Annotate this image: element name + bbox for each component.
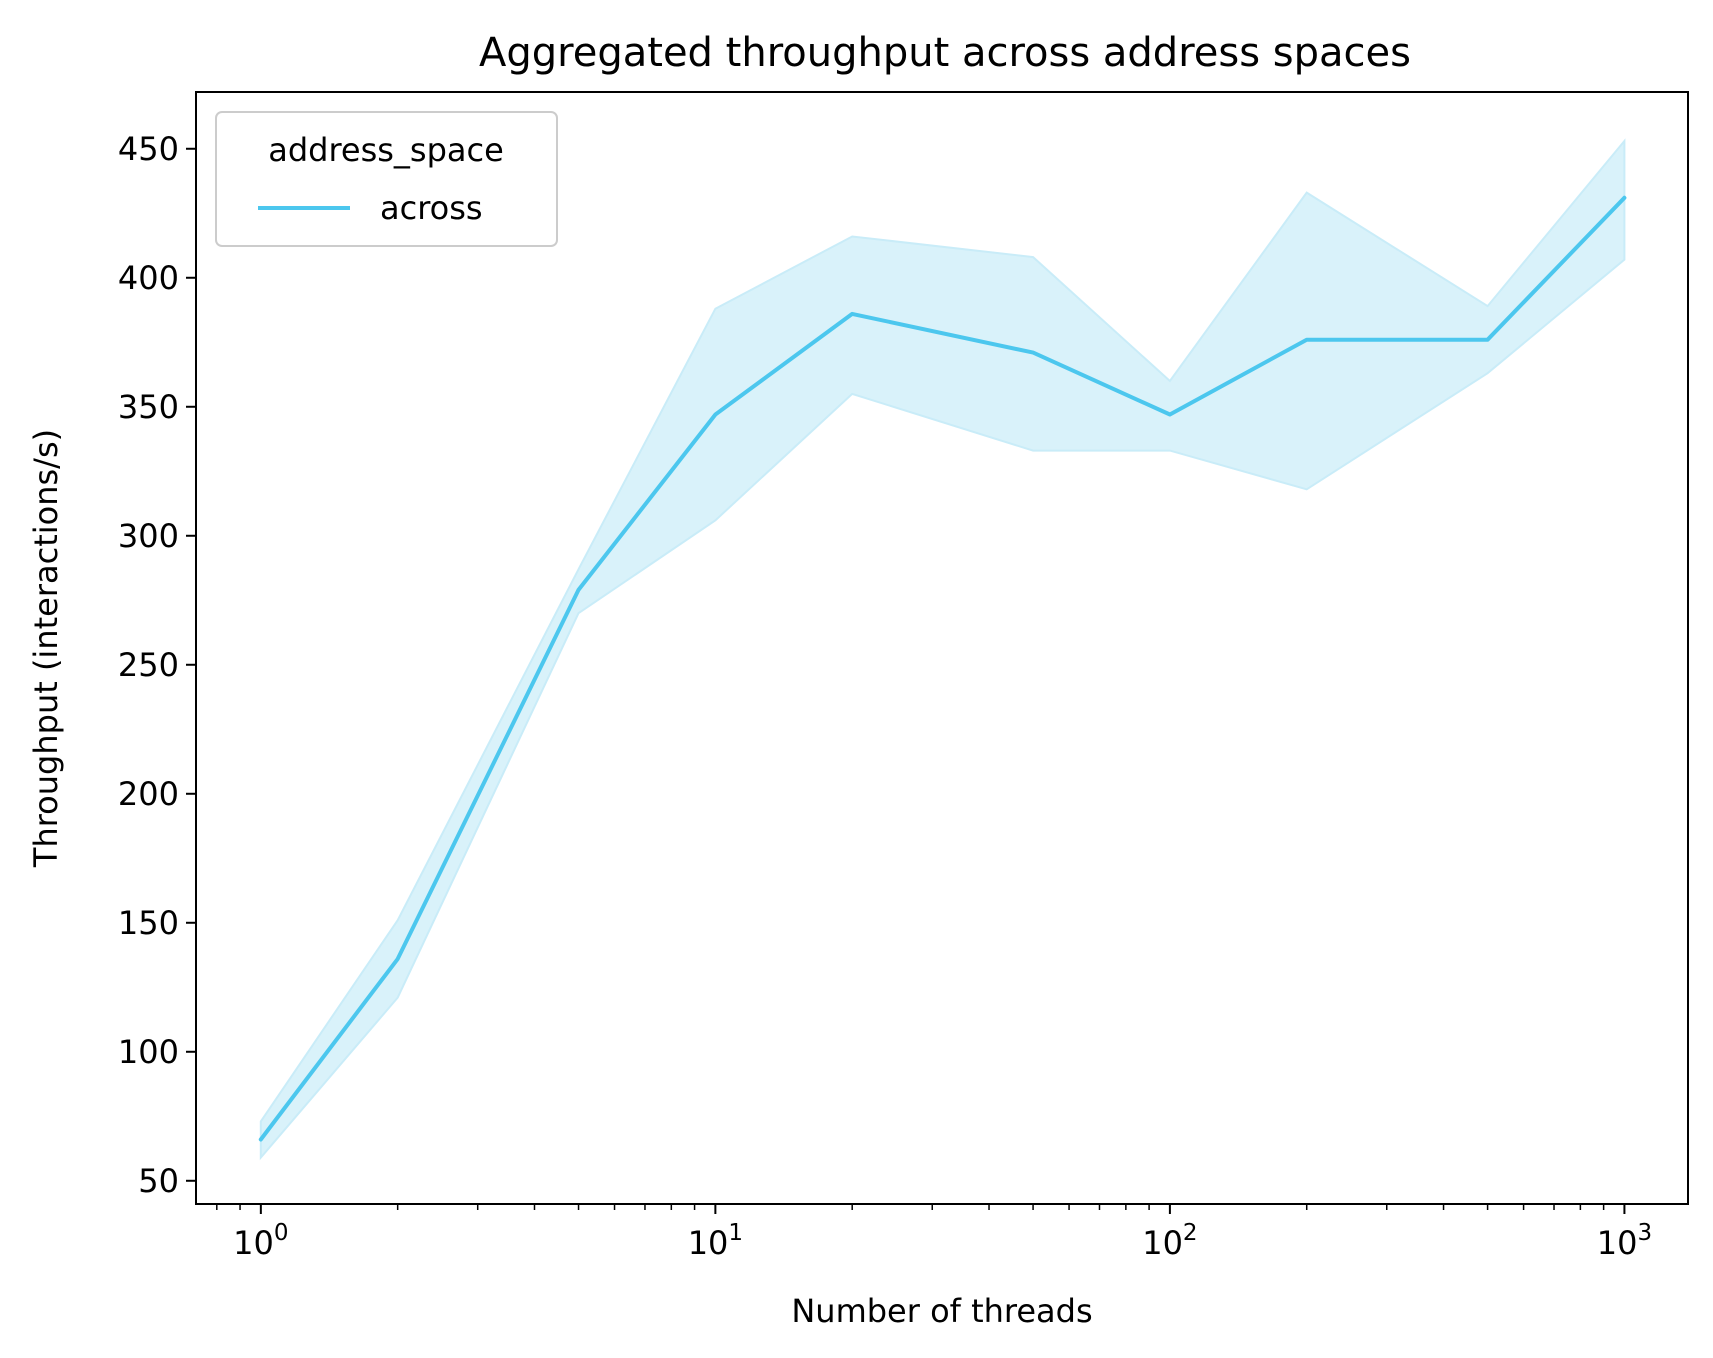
data-point-across [1621, 195, 1627, 201]
legend-title: address_space [268, 131, 504, 169]
data-point-across [1304, 337, 1310, 343]
y-tick-label: 100 [118, 1033, 179, 1071]
x-axis: 100 101 102 103 [216, 1204, 1652, 1262]
legend-label-across: across [380, 189, 483, 227]
x-tick-label: 103 [1597, 1220, 1652, 1262]
plot-area [258, 138, 1627, 1161]
data-point-across [395, 956, 401, 962]
y-tick-label: 400 [118, 259, 179, 297]
x-axis-title: Number of threads [791, 1292, 1092, 1330]
y-tick-label: 150 [118, 904, 179, 942]
data-point-across [849, 311, 855, 317]
y-tick-label: 250 [118, 646, 179, 684]
plot-frame [195, 91, 1689, 1205]
y-axis-title: Throughput (interactions/s) [27, 429, 65, 868]
data-point-across [576, 587, 582, 593]
chart-title: Aggregated throughput across address spa… [479, 30, 1411, 76]
legend-box [215, 111, 558, 247]
x-tick-label: 101 [688, 1220, 743, 1262]
y-tick-label: 450 [118, 130, 179, 168]
legend: address_space across [215, 111, 558, 247]
data-point-across [258, 1137, 264, 1143]
x-tick-label: 102 [1142, 1220, 1197, 1262]
data-point-across [1167, 412, 1173, 418]
series-line-across [258, 195, 1627, 1142]
confidence-band-across [259, 138, 1626, 1161]
y-tick-label: 300 [118, 517, 179, 555]
y-axis: 50 100 150 200 250 300 350 400 450 [118, 130, 196, 1200]
y-tick-label: 50 [138, 1162, 179, 1200]
x-tick-label: 100 [233, 1220, 288, 1262]
data-point-across [1030, 350, 1036, 356]
data-point-across [712, 412, 718, 418]
y-tick-label: 200 [118, 775, 179, 813]
y-tick-label: 350 [118, 388, 179, 426]
data-point-across [1485, 337, 1491, 343]
